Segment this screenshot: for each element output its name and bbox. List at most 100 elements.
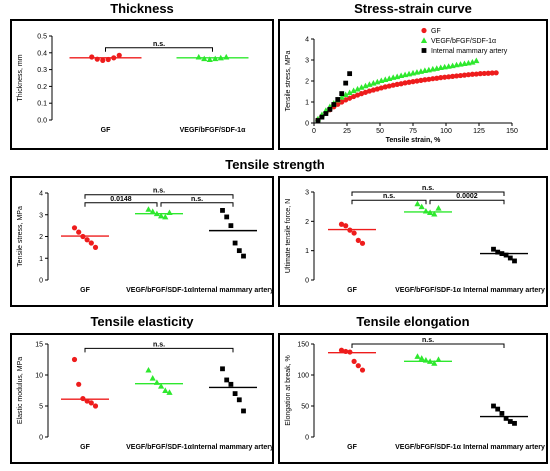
stress_strain-x-tick-label: 25 (343, 128, 351, 135)
strength-point (220, 208, 225, 213)
elasticity-y-tick-label: 5 (39, 404, 43, 411)
stress_strain-y-tick-label: 4 (305, 37, 309, 44)
strength-bracket-label: 0.0148 (110, 196, 132, 203)
elongation-category-label: GF (347, 444, 357, 451)
elongation-point (352, 359, 357, 364)
strength-point (93, 245, 98, 250)
thickness-y-tick-label: 0.4 (37, 50, 47, 57)
elasticity-point (241, 409, 246, 414)
strength-bracket (85, 195, 233, 199)
stress_strain-point (494, 70, 499, 75)
force-point (495, 250, 500, 255)
thickness-y-tick-label: 0.2 (37, 84, 47, 91)
stress_strain-legend-marker (422, 48, 427, 53)
elongation-point (356, 363, 361, 368)
strength-point (80, 234, 85, 239)
thickness-point (106, 57, 111, 62)
elasticity-point (237, 397, 242, 402)
stress_strain-y-tick-label: 1 (305, 100, 309, 107)
strength-point (76, 230, 81, 235)
force-bracket (352, 192, 504, 196)
force-point (491, 247, 496, 252)
elasticity-bracket (85, 348, 233, 352)
elongation-point (508, 419, 513, 424)
thickness-y-tick-label: 0.0 (37, 118, 47, 125)
stress_strain-x-tick-label: 150 (506, 128, 518, 135)
strength-point (145, 206, 151, 212)
stress-strain-chart: 01234Tensile stress, MPa0 25 50 75 100 125 150… (280, 21, 550, 152)
elongation-point (495, 407, 500, 412)
elasticity-point (145, 367, 151, 373)
elasticity-point (220, 366, 225, 371)
elasticity-y-tick-label: 15 (35, 342, 43, 349)
stress_strain-legend-label: Internal mammary artery (431, 48, 508, 55)
elongation-point (414, 353, 420, 359)
force-point (508, 256, 513, 261)
thickness-category-label: GF (101, 127, 111, 134)
strength-point (166, 209, 172, 215)
ultimate-force-chart: 0 1 2 3 Ultimate tensile force, N GF VEGF/bFGF… (280, 178, 550, 309)
strength-point (237, 248, 242, 253)
tensile-strength-panel: 0 1 2 3 4 Tensile stress, MPa GF VEGF/bFGF/SDF-… (10, 176, 274, 307)
thickness-chart: 0.00.10.20.30.40.5Thickness, mmGF VEGF/bF… (12, 21, 276, 152)
force-point (356, 238, 361, 243)
elasticity-point (93, 403, 98, 408)
elasticity-point (89, 400, 94, 405)
elasticity-y-label: Elastic modulus, MPa (17, 357, 24, 424)
strength-category-label: VEGF/bFGF/SDF-1α (126, 287, 192, 294)
stress_strain-point (323, 111, 328, 116)
stress_strain-point (343, 81, 348, 86)
force-y-tick-label: 1 (305, 248, 309, 255)
stress_strain-x-tick-label: 0 (312, 128, 316, 135)
elongation-point (360, 367, 365, 372)
force-y-tick-label: 2 (305, 219, 309, 226)
stress_strain-point (331, 102, 336, 107)
force-category-label: Internal mammary artery (463, 287, 545, 294)
thickness-panel: 0.0 0.1 0.2 0.3 0.4 0.5 Thickness, mm GF VEGF/bF… (10, 19, 274, 150)
thickness-point (117, 53, 122, 58)
stress_strain-legend-marker (421, 28, 426, 33)
force-point (352, 230, 357, 235)
stress_strain-x-tick-label: 50 (376, 128, 384, 135)
stress_strain-point (335, 97, 340, 102)
elongation-point (500, 411, 505, 416)
elasticity-point (150, 375, 156, 381)
force-y-tick-label: 0 (305, 278, 309, 285)
elongation-category-label: VEGF/bFGF/SDF-1α (395, 444, 461, 451)
strength-y-tick-label: 1 (39, 256, 43, 263)
strength-bracket (161, 203, 233, 207)
thickness-y-label: Thickness, mm (17, 54, 24, 101)
force-bracket-label: n.s. (422, 185, 434, 192)
strength-y-tick-label: 0 (39, 278, 43, 285)
force-point (343, 223, 348, 228)
elasticity-category-label: VEGF/bFGF/SDF-1α (126, 444, 192, 451)
stress_strain-x-tick-label: 125 (473, 128, 485, 135)
force-category-label: GF (347, 287, 357, 294)
elongation-point (347, 349, 352, 354)
elasticity-y-tick-label: 0 (39, 435, 43, 442)
strength-category-label: GF (80, 287, 90, 294)
strength-bracket (85, 203, 157, 207)
strength-point (72, 225, 77, 230)
elongation-y-tick-label: 50 (301, 404, 309, 411)
force-category-label: VEGF/bFGF/SDF-1α (395, 287, 461, 294)
strength-y-label: Tensile stress, MPa (17, 206, 24, 267)
elongation-y-label: Elongation at break, % (285, 355, 292, 425)
stress_strain-point (327, 107, 332, 112)
force-bracket-label: n.s. (383, 193, 395, 200)
stress_strain-y-tick-label: 2 (305, 79, 309, 86)
stress_strain-point (347, 71, 352, 76)
elongation-y-tick-label: 0 (305, 435, 309, 442)
elongation-bracket (352, 344, 504, 348)
elasticity-point (224, 378, 229, 383)
strength-y-tick-label: 3 (39, 212, 43, 219)
strength-point (89, 240, 94, 245)
force-point (500, 251, 505, 256)
force-bracket-label: 0.0002 (456, 193, 478, 200)
thickness-point (223, 54, 229, 60)
thickness-category-label: VEGF/bFGF/SDF-1α (180, 127, 246, 134)
stress-strain-title: Stress-strain curve (278, 1, 548, 16)
strength-point (241, 254, 246, 259)
elasticity-category-label: Internal mammary artery (192, 444, 274, 451)
thickness-bracket-label: n.s. (153, 41, 165, 48)
